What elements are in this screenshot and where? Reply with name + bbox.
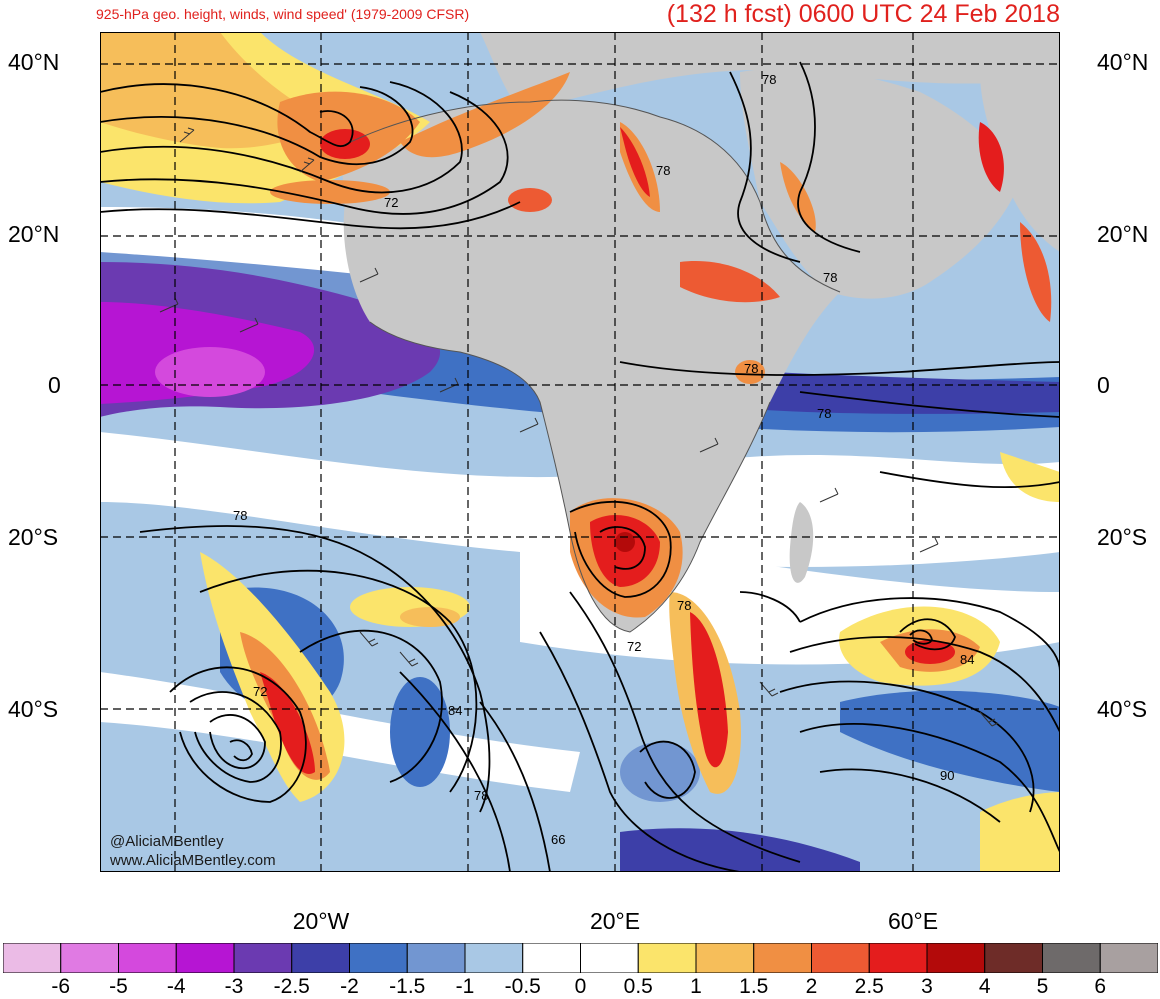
colorbar-label: 2 [805,975,818,998]
colorbar-label: 0.5 [623,975,653,998]
colorbar-label: 3 [921,975,933,998]
colorbar-swatch [811,943,870,973]
colorbar-label: 6 [1094,975,1107,998]
credit-handle: @AliciaMBentley [110,833,224,850]
colorbar-swatch [580,943,639,973]
lat-label: 20°S [8,524,59,550]
lon-label: 20°W [292,908,350,934]
colorbar-swatch [637,943,697,973]
height-contours [100,61,1060,872]
contour-label: 66 [551,832,565,847]
contour-label: 78 [762,72,776,87]
colorbar-label: 1 [690,975,702,998]
colorbar-swatch [464,943,524,973]
colorbar-swatch [3,943,62,973]
contour-label: 78 [474,788,488,803]
lat-lon-grid [100,32,1060,872]
colorbar-label: 5 [1036,975,1049,998]
contour-label: 72 [627,639,641,654]
colorbar-label: -3 [224,975,244,998]
lat-label: 20°N [1097,221,1149,247]
colorbar-swatch [1042,943,1101,973]
map-title: (132 h fcst) 0600 UTC 24 Feb 2018 [666,0,1060,28]
colorbar-label: -2.5 [273,975,310,998]
contour-label: 78 [823,270,837,285]
colorbar-swatch [233,943,293,973]
lat-label: 40°N [1097,49,1149,75]
colorbar-swatch [1099,943,1158,973]
lat-label: 40°N [8,49,60,75]
contour-label: 84 [448,703,462,718]
colorbar-swatch [926,943,986,973]
contour-label: 90 [940,768,954,783]
colorbar-swatch [522,943,581,973]
contour-label: 78 [817,406,831,421]
africa-landmass [340,100,840,632]
colorbar-label: 1.5 [739,975,769,998]
contour-label: 78 [744,361,758,376]
contour-label: 78 [233,508,247,523]
lat-label: 0 [1097,372,1110,398]
map-subtitle: 925-hPa geo. height, winds, wind speed' … [96,6,470,22]
colorbar-swatch [118,943,177,973]
contour-label: 72 [384,195,398,210]
colorbar-label: -6 [51,975,71,998]
colorbar-swatch [984,943,1043,973]
colorbar-swatch [695,943,755,973]
colorbar-swatch [175,943,235,973]
colorbar-label: -1.5 [389,975,426,998]
colorbar-label: 2.5 [854,975,884,998]
colorbar-swatch [60,943,119,973]
colorbar [3,943,1158,973]
lat-label: 40°S [1097,696,1148,722]
colorbar-label: 0 [574,975,587,998]
colorbar-swatch [291,943,350,973]
colorbar-label: -4 [166,975,186,998]
weather-map: 78 78 72 78 78 78 78 78 72 72 84 84 78 6… [100,32,1060,872]
lon-label: 20°E [589,908,641,934]
colorbar-swatch [349,943,408,973]
lat-label: 20°N [8,221,60,247]
colorbar-label: -5 [109,975,128,998]
map-frame [100,32,1060,872]
colorbar-label: -1 [455,975,475,998]
lat-label: 0 [48,372,61,398]
colorbar-label: 4 [978,975,991,998]
contour-label: 84 [960,652,974,667]
lon-label: 60°E [887,908,939,934]
colorbar-label: -0.5 [504,975,541,998]
colorbar-swatch [406,943,466,973]
lat-label: 20°S [1097,524,1148,550]
lat-label: 40°S [8,696,59,722]
contour-label: 78 [677,598,691,613]
colorbar-swatch [753,943,812,973]
colorbar-swatch [868,943,928,973]
contour-label: 78 [656,163,670,178]
colorbar-label: -2 [340,975,359,998]
contour-label: 72 [253,684,267,699]
credit-website: www.AliciaMBentley.com [110,852,276,869]
